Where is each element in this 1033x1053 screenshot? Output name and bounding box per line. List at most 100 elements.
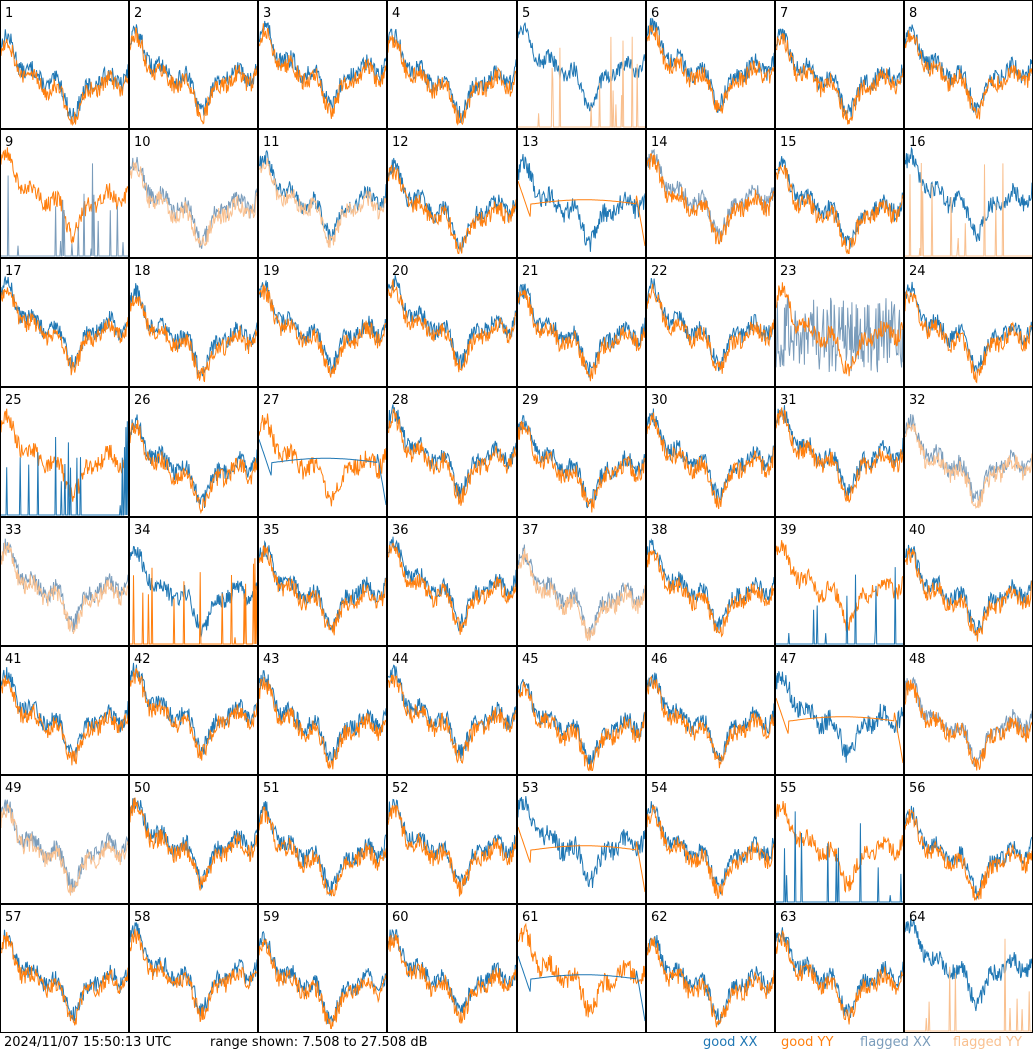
- panel-label: 34: [134, 523, 151, 538]
- panel-31: 31: [775, 387, 904, 517]
- series-xx: [0, 667, 129, 762]
- panel-frame: [517, 775, 646, 904]
- panel-frame: [0, 904, 129, 1033]
- panel-label: 51: [263, 781, 280, 796]
- panel-1: 1: [0, 0, 129, 129]
- panel-frame: [0, 129, 129, 258]
- series-xx: [517, 283, 646, 378]
- panel-frame: [387, 775, 517, 904]
- panel-7: 7: [775, 0, 904, 129]
- panel-frame: [775, 258, 904, 387]
- panel-frame: [129, 387, 258, 517]
- series-yy: [258, 413, 387, 507]
- panel-label: 33: [5, 523, 22, 538]
- panel-frame: [387, 517, 517, 646]
- panel-59: 59: [258, 904, 387, 1033]
- panel-frame: [258, 129, 387, 258]
- series-yy: [387, 35, 517, 126]
- series-xx: [904, 805, 1033, 901]
- panel-frame: [387, 129, 517, 258]
- panel-frame: [258, 646, 387, 775]
- panel-35: 35: [258, 517, 387, 646]
- panel-54: 54: [646, 775, 775, 904]
- series-yy: [904, 547, 1033, 642]
- series-yy: [905, 938, 1032, 1032]
- panel-frame: [258, 0, 387, 129]
- panel-label: 55: [780, 781, 797, 796]
- panel-label: 43: [263, 652, 280, 667]
- series-yy: [258, 157, 387, 248]
- panel-frame: [387, 646, 517, 775]
- series-yy: [646, 804, 775, 900]
- panel-37: 37: [517, 517, 646, 646]
- panel-51: 51: [258, 775, 387, 904]
- panel-frame: [258, 258, 387, 387]
- panel-55: 55: [775, 775, 904, 904]
- series-yy: [775, 33, 904, 125]
- series-yy: [129, 420, 258, 515]
- panel-label: 28: [392, 393, 409, 408]
- panel-label: 53: [522, 781, 539, 796]
- series-xx: [775, 405, 904, 498]
- panel-5: 5: [517, 0, 646, 129]
- series-yy: [0, 287, 129, 376]
- panel-label: 7: [780, 6, 788, 21]
- panel-label: 63: [780, 910, 797, 925]
- series-yy: [775, 800, 904, 894]
- panel-34: 34: [129, 517, 258, 646]
- panel-label: 18: [134, 264, 151, 279]
- panel-18: 18: [129, 258, 258, 387]
- panel-label: 16: [909, 135, 926, 150]
- panel-frame: [517, 387, 646, 517]
- panel-frame: [129, 646, 258, 775]
- panel-label: 25: [5, 393, 22, 408]
- panel-49: 49: [0, 775, 129, 904]
- series-xx: [646, 148, 775, 242]
- panel-frame: [0, 387, 129, 517]
- panel-label: 15: [780, 135, 797, 150]
- panel-label: 14: [651, 135, 668, 150]
- series-xx: [1, 421, 129, 516]
- timestamp: 2024/11/07 15:50:13 UTC: [4, 1035, 172, 1050]
- series-xx: [0, 276, 129, 370]
- series-xx: [776, 567, 903, 645]
- panel-label: 40: [909, 523, 926, 538]
- panel-21: 21: [517, 258, 646, 387]
- series-yy: [904, 808, 1033, 902]
- series-yy: [517, 289, 646, 382]
- panel-frame: [775, 129, 904, 258]
- series-yy: [904, 289, 1033, 384]
- panel-36: 36: [387, 517, 517, 646]
- series-yy: [129, 295, 258, 383]
- panel-16: 16: [904, 129, 1033, 258]
- panel-frame: [387, 904, 517, 1033]
- panel-28: 28: [387, 387, 517, 517]
- series-yy: [905, 162, 1032, 257]
- panel-frame: [258, 387, 387, 517]
- series-yy: [129, 928, 258, 1023]
- series-yy: [129, 162, 258, 248]
- series-yy: [646, 412, 775, 510]
- panel-label: 5: [522, 6, 530, 21]
- series-xx: [129, 662, 258, 756]
- panel-label: 45: [522, 652, 539, 667]
- series-xx: [129, 414, 258, 509]
- panel-14: 14: [646, 129, 775, 258]
- series-xx: [387, 928, 517, 1015]
- panel-frame: [387, 387, 517, 517]
- panel-label: 3: [263, 6, 271, 21]
- panel-label: 56: [909, 781, 926, 796]
- panel-label: 41: [5, 652, 22, 667]
- panel-label: 31: [780, 393, 797, 408]
- series-yy: [517, 548, 646, 641]
- panel-19: 19: [258, 258, 387, 387]
- panel-frame: [258, 904, 387, 1033]
- series-yy: [646, 549, 775, 638]
- panel-22: 22: [646, 258, 775, 387]
- panel-frame: [646, 129, 775, 258]
- panel-52: 52: [387, 775, 517, 904]
- series-xx: [387, 157, 517, 253]
- panel-frame: [646, 517, 775, 646]
- panel-label: 52: [392, 781, 409, 796]
